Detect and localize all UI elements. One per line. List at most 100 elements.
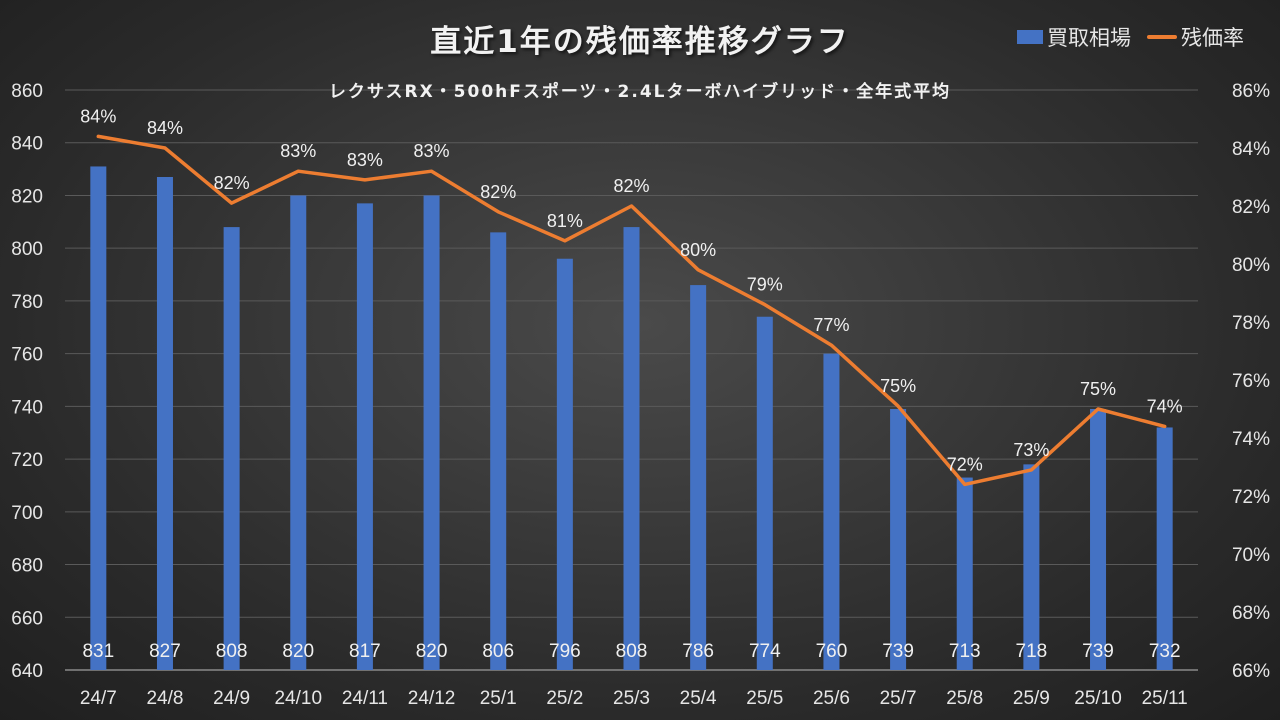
line-data-label: 73% bbox=[1013, 440, 1049, 460]
right-axis-tick-label: 66% bbox=[1232, 661, 1270, 682]
x-axis-tick-label: 25/1 bbox=[480, 688, 517, 709]
line-point bbox=[630, 204, 633, 208]
left-axis-tick-label: 680 bbox=[11, 556, 43, 577]
right-axis-tick-label: 82% bbox=[1232, 197, 1270, 218]
bar bbox=[490, 232, 507, 670]
line-data-labels: 84% 84% 82% 83% 83% 83% 82% 81% 82% 80% 79% 77% 75% 7… bbox=[80, 106, 1182, 474]
bar-data-label: 808 bbox=[616, 641, 648, 662]
line-data-label: 83% bbox=[280, 141, 316, 161]
line-data-label: 77% bbox=[813, 315, 849, 335]
bar bbox=[1023, 464, 1040, 670]
x-axis-tick-label: 25/4 bbox=[680, 688, 717, 709]
x-axis-tick-label: 24/8 bbox=[146, 688, 183, 709]
bar bbox=[1090, 409, 1107, 670]
line-point bbox=[96, 134, 100, 138]
line-data-label: 79% bbox=[747, 275, 783, 295]
line-point bbox=[963, 482, 967, 486]
left-axis-tick-label: 800 bbox=[11, 239, 43, 260]
line-point bbox=[829, 343, 833, 347]
bar bbox=[823, 353, 840, 670]
line-data-label: 83% bbox=[347, 150, 383, 170]
line-data-label: 84% bbox=[147, 118, 183, 138]
right-axis-tick-label: 78% bbox=[1232, 313, 1270, 334]
bar-data-labels: 831 827 808 820 817 820 806 796 808 786 774 760 739 7… bbox=[82, 641, 1180, 662]
bar bbox=[156, 177, 173, 670]
x-axis-tick-label: 25/9 bbox=[1013, 688, 1050, 709]
bar-data-label: 827 bbox=[149, 641, 181, 662]
line-data-label: 84% bbox=[80, 106, 116, 126]
left-axis-tick-label: 860 bbox=[11, 81, 43, 102]
bar bbox=[956, 477, 973, 670]
left-axis-tick-label: 740 bbox=[11, 397, 43, 418]
line-data-label: 75% bbox=[1080, 379, 1116, 399]
bar-series bbox=[90, 166, 1173, 671]
bar bbox=[623, 227, 640, 670]
right-axis-ticks: 66% 68% 70% 72% 74% 76% 78% 80% 82% 84% 86% bbox=[1232, 81, 1270, 682]
bar-data-label: 831 bbox=[82, 641, 114, 662]
legend-bar-label: 買取相場 bbox=[1047, 26, 1131, 50]
bar bbox=[1156, 427, 1173, 670]
legend-item-bar[interactable]: 買取相場 bbox=[1017, 22, 1131, 52]
right-axis-tick-label: 72% bbox=[1232, 487, 1270, 508]
bar-data-label: 760 bbox=[816, 641, 848, 662]
line-data-label: 82% bbox=[214, 173, 250, 193]
bar-data-label: 806 bbox=[482, 641, 514, 662]
x-axis-tick-label: 24/11 bbox=[342, 688, 388, 709]
x-axis-tick-label: 25/2 bbox=[546, 688, 583, 709]
line-point bbox=[1029, 468, 1033, 472]
bar bbox=[290, 195, 307, 671]
bar bbox=[223, 227, 240, 670]
chart-title: 直近1年の残価率推移グラフ bbox=[430, 24, 850, 60]
chart-subtitle: レクサスRX・500hFスポーツ・2.4Lターボハイブリッド・全年式平均 bbox=[328, 82, 952, 102]
line-point bbox=[230, 201, 234, 205]
line-series bbox=[96, 134, 1167, 487]
line-data-label: 72% bbox=[947, 454, 983, 474]
line-point bbox=[496, 210, 500, 214]
bar-data-label: 820 bbox=[416, 641, 448, 662]
bar-data-label: 808 bbox=[216, 641, 248, 662]
right-axis-tick-label: 70% bbox=[1232, 545, 1270, 566]
bar bbox=[556, 258, 573, 670]
bar-data-label: 739 bbox=[882, 641, 914, 662]
bar bbox=[356, 203, 373, 670]
x-axis-tick-label: 25/6 bbox=[813, 688, 850, 709]
bar-data-label: 786 bbox=[682, 641, 714, 662]
x-axis-tick-label: 25/8 bbox=[946, 688, 983, 709]
right-axis-tick-label: 76% bbox=[1232, 371, 1270, 392]
legend-bar-swatch-icon bbox=[1017, 30, 1043, 44]
x-axis-tick-label: 24/10 bbox=[274, 688, 322, 709]
bar bbox=[690, 285, 707, 670]
line-data-label: 83% bbox=[414, 141, 450, 161]
x-axis-tick-label: 25/5 bbox=[746, 688, 783, 709]
line-point bbox=[1096, 407, 1100, 411]
line-point bbox=[163, 146, 167, 150]
x-axis-ticks: 24/7 24/8 24/9 24/10 24/11 24/12 25/1 25/2 25/3 2… bbox=[80, 688, 1188, 709]
bar bbox=[423, 195, 440, 671]
left-axis-ticks: 640 660 680 700 720 740 760 780 800 820 840 860 bbox=[11, 81, 43, 682]
left-axis-tick-label: 700 bbox=[11, 503, 43, 524]
left-axis-tick-label: 840 bbox=[11, 134, 43, 155]
right-axis-tick-label: 86% bbox=[1232, 81, 1270, 102]
line-point bbox=[896, 404, 900, 408]
right-axis-tick-label: 80% bbox=[1232, 255, 1270, 276]
left-axis-tick-label: 660 bbox=[11, 608, 43, 629]
x-axis-tick-label: 24/9 bbox=[213, 688, 250, 709]
line-point bbox=[563, 239, 567, 243]
bar-data-label: 820 bbox=[282, 641, 314, 662]
bar-data-label: 796 bbox=[549, 641, 581, 662]
legend-line-label: 残価率 bbox=[1181, 26, 1244, 50]
line-point bbox=[430, 169, 434, 173]
legend-item-line[interactable]: 残価率 bbox=[1147, 22, 1244, 52]
bar-data-label: 732 bbox=[1149, 641, 1181, 662]
line-point bbox=[763, 303, 767, 307]
bar-data-label: 739 bbox=[1082, 641, 1114, 662]
line-point bbox=[363, 178, 367, 182]
legend: 買取相場 残価率 bbox=[1001, 22, 1244, 52]
bar-data-label: 718 bbox=[1016, 641, 1048, 662]
bar bbox=[756, 316, 773, 670]
line-point bbox=[1163, 424, 1167, 428]
line-data-label: 81% bbox=[547, 211, 583, 231]
bar-data-label: 817 bbox=[349, 641, 381, 662]
bar bbox=[90, 166, 107, 671]
